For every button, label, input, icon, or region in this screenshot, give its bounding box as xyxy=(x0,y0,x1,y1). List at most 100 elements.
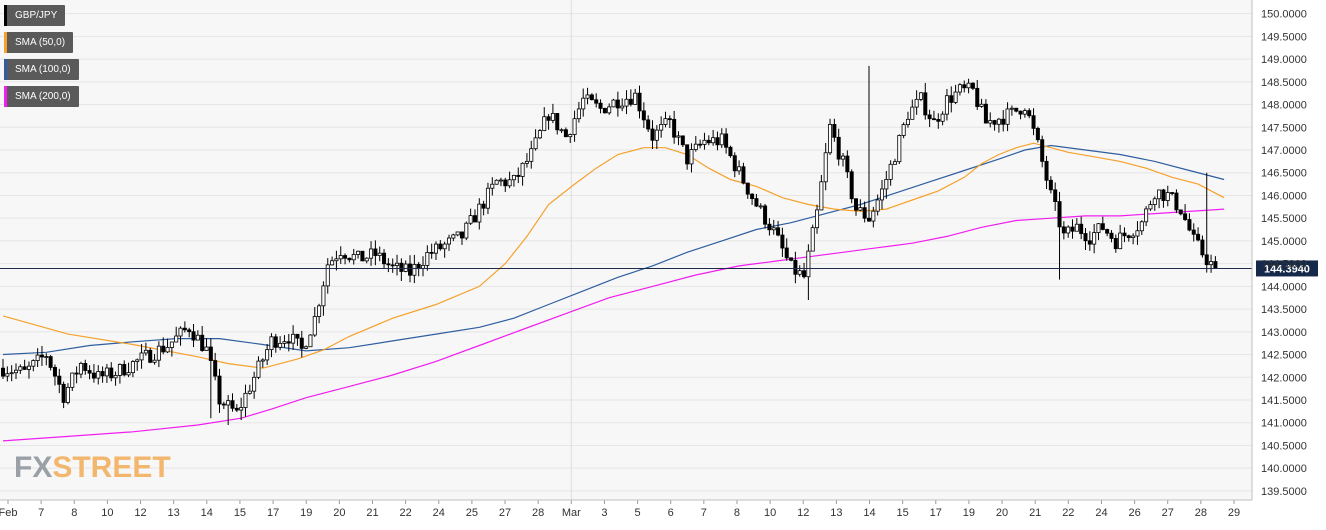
candle-body xyxy=(273,336,278,348)
candle-body xyxy=(78,363,83,375)
candle-body xyxy=(537,130,542,139)
candle-body xyxy=(31,360,36,367)
candle-body xyxy=(1018,110,1023,115)
x-tick-label: 5 xyxy=(635,507,641,519)
x-tick-label: 13 xyxy=(830,507,842,519)
sma-100-line xyxy=(2,144,1225,356)
x-tick-label: 13 xyxy=(168,507,180,519)
y-tick-label: 145.5000 xyxy=(1261,213,1307,225)
candle-body xyxy=(403,263,408,272)
candle-body xyxy=(412,263,417,276)
candle-body xyxy=(923,92,928,116)
axes: 139.5000 140.0000 140.5000 141.0000 141.5000… xyxy=(0,0,1307,519)
candle-body xyxy=(13,369,18,374)
candle-body xyxy=(529,148,534,162)
candle-body xyxy=(637,92,642,112)
candle-body xyxy=(464,222,469,239)
candle-body xyxy=(1144,208,1149,223)
y-tick-label: 140.5000 xyxy=(1261,440,1307,452)
candle-body xyxy=(1066,226,1071,234)
candle-body xyxy=(620,105,625,109)
candle-body xyxy=(295,333,300,339)
candle-body xyxy=(602,107,607,114)
legend-sma50-label: SMA (50,0) xyxy=(15,37,66,48)
last-price-line: 144.3940 xyxy=(0,260,1318,277)
candle-body xyxy=(321,285,326,307)
candle-body xyxy=(421,264,426,269)
candle-body xyxy=(1070,226,1075,232)
candle-body xyxy=(1048,179,1053,191)
candle-body xyxy=(204,346,209,351)
candle-body xyxy=(975,87,980,107)
candle-body xyxy=(1131,235,1136,239)
candle-body xyxy=(35,354,40,361)
candle-body xyxy=(654,129,659,141)
candle-body xyxy=(563,129,568,138)
candle-body xyxy=(628,98,633,105)
y-tick-label: 145.0000 xyxy=(1261,236,1307,248)
candle-body xyxy=(1157,189,1162,200)
candle-body xyxy=(278,342,283,348)
x-tick-label: 14 xyxy=(863,507,875,519)
fxstreet-logo: FXSTREET xyxy=(14,451,171,485)
candle-body xyxy=(706,139,711,144)
candle-body xyxy=(1209,261,1214,266)
candle-body xyxy=(988,120,993,124)
candle-body xyxy=(854,198,859,211)
x-tick-label: 17 xyxy=(267,507,279,519)
y-tick-label: 144.0000 xyxy=(1261,281,1307,293)
candle-body xyxy=(386,263,391,266)
candle-body xyxy=(832,124,837,138)
candle-body xyxy=(360,250,365,262)
candle-body xyxy=(334,258,339,262)
candle-body xyxy=(113,375,118,379)
candle-body xyxy=(1044,160,1049,181)
x-tick-label: 8 xyxy=(71,507,77,519)
candle-body xyxy=(823,152,828,183)
candle-body xyxy=(585,94,590,99)
y-tick-label: 142.5000 xyxy=(1261,350,1307,362)
candle-body xyxy=(607,106,612,114)
candle-body xyxy=(96,371,101,379)
candle-body xyxy=(503,179,508,187)
candle-body xyxy=(685,144,690,165)
x-tick-label: 29 xyxy=(1228,507,1240,519)
x-tick-label: 20 xyxy=(333,507,345,519)
candle-body xyxy=(555,113,560,131)
candle-body xyxy=(957,84,962,93)
candle-body xyxy=(771,227,776,231)
candle-body xyxy=(1161,189,1166,201)
legend-sma50: SMA (50,0) xyxy=(4,32,74,53)
candle-body xyxy=(1096,223,1101,233)
x-tick-label: 12 xyxy=(797,507,809,519)
candle-body xyxy=(304,346,309,349)
candle-body xyxy=(611,99,616,108)
x-tick-label: 19 xyxy=(300,507,312,519)
candle-body xyxy=(776,227,781,236)
candle-body xyxy=(1170,192,1175,194)
candle-body xyxy=(1152,198,1157,205)
candle-body xyxy=(905,118,910,126)
candle-body xyxy=(1057,201,1062,228)
candle-body xyxy=(789,257,794,261)
candle-body xyxy=(1196,233,1201,241)
candle-body xyxy=(780,234,785,249)
x-tick-label: 22 xyxy=(1062,507,1074,519)
legend-sma100-label: SMA (100,0) xyxy=(15,64,71,75)
candle-body xyxy=(888,163,893,180)
candle-body xyxy=(737,166,742,172)
x-tick-label: 10 xyxy=(764,507,776,519)
candle-body xyxy=(104,367,109,377)
candle-body xyxy=(897,135,902,163)
candle-body xyxy=(767,223,772,231)
candle-body xyxy=(52,367,57,377)
candle-body xyxy=(1083,233,1088,242)
x-tick-label: 7 xyxy=(701,507,707,519)
candle-body xyxy=(983,103,988,124)
candle-body xyxy=(524,160,529,164)
candle-body xyxy=(1027,110,1032,117)
candle-body xyxy=(741,166,746,184)
candle-body xyxy=(408,263,413,276)
candle-body xyxy=(962,84,967,89)
candle-body xyxy=(433,243,438,254)
